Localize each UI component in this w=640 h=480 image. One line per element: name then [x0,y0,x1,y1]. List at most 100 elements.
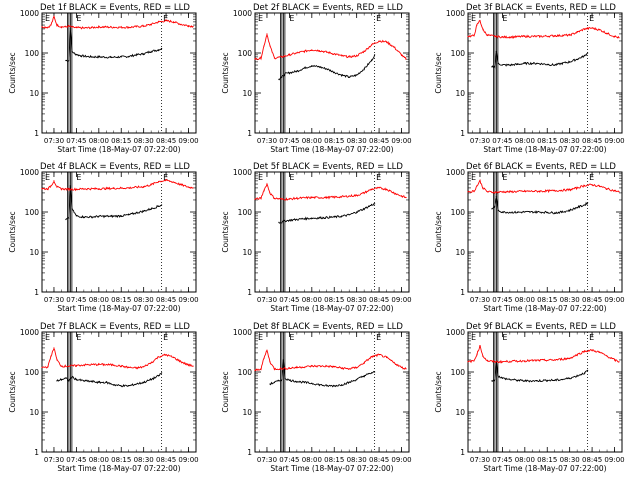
events-data-point [587,202,589,204]
marker-e-mid: E [76,173,81,182]
lld-data-point [598,351,601,353]
chart-title: Det 3f BLACK = Events, RED = LLD [466,3,616,13]
lld-data-point [501,36,503,38]
interval-box [496,331,499,453]
lld-data-point [326,365,328,367]
lld-data-point [467,35,469,38]
events-data-point [68,217,70,219]
lld-data-point [60,365,63,367]
events-series-line [65,185,162,220]
x-tick-label: 08:15 [111,137,131,145]
events-data-point [318,66,320,68]
lld-data-point [254,369,256,371]
lld-data-point [613,190,616,192]
events-data-point [363,68,365,70]
lld-data-point [482,355,484,357]
events-data-point [288,379,290,381]
lld-data-point [113,364,115,366]
marker-e-left: E [45,14,50,23]
x-tick-label: 09:00 [178,296,198,304]
lld-data-point [143,366,145,368]
lld-data-point [591,184,593,186]
events-data-point [311,217,313,219]
events-data-point [494,205,496,207]
lld-data-point [60,26,63,28]
lld-data-point [128,187,130,189]
lld-data-point [296,366,298,369]
events-data-point [495,50,498,52]
lld-data-point [53,347,55,349]
events-data-point [546,379,548,381]
lld-data-point [180,23,182,25]
chart-title: Det 5f BLACK = Events, RED = LLD [253,162,403,172]
lld-data-point [172,181,175,183]
marker-e-right: E [589,173,594,182]
marker-e-left: E [45,173,50,182]
x-tick-label: 09:00 [391,296,411,304]
interval-box [496,12,499,134]
y-axis-label: Counts/sec [434,211,443,252]
x-tick-label: 09:00 [391,137,411,145]
lld-data-point [501,191,503,193]
interval-box [70,12,73,134]
events-data-point [284,73,286,75]
lld-data-point [618,37,620,39]
events-data-point [128,55,130,58]
lld-data-point [318,49,320,52]
lld-data-point [476,353,478,355]
events-data-point [281,378,283,381]
x-tick-label: 07:30 [470,137,490,145]
y-tick-label: 1000 [233,168,252,177]
lld-data-point [606,188,608,190]
lld-data-point [473,190,475,192]
lld-data-point [341,55,343,57]
lld-data-point [569,189,571,191]
events-series-line [278,54,376,81]
lld-data-point [476,185,478,187]
chart-title: Det 2f BLACK = Events, RED = LLD [253,3,403,13]
lld-data-point [75,27,77,29]
lld-data-point [254,58,256,60]
lld-data-point [618,361,620,363]
x-tick-label: 09:00 [178,456,198,464]
events-data-point [576,58,578,60]
plot-frame [254,12,410,134]
events-data-point [150,378,152,381]
lld-data-point [554,359,556,361]
x-tick-label: 08:15 [537,296,557,304]
x-tick-label: 08:00 [89,137,109,145]
marker-e-left: E [471,173,476,182]
plot-frame [467,331,623,453]
events-data-point [80,55,82,57]
x-tick-label: 07:45 [66,456,86,464]
x-tick-label: 07:30 [470,456,490,464]
events-data-point [65,377,67,379]
lld-data-point [371,356,373,358]
events-data-point [569,209,571,211]
lld-data-point [71,26,73,28]
lld-data-point [120,365,122,367]
x-tick-label: 08:45 [369,296,389,304]
events-data-point [150,50,152,52]
y-tick-label: 1000 [233,9,252,18]
events-data-point [497,62,499,64]
interval-box [67,171,70,293]
events-data-point [311,65,313,67]
plot-frame [254,171,410,293]
events-data-point [546,63,548,65]
lld-data-point [479,180,481,182]
lld-data-point [371,188,373,190]
chart-panel: Det 1f BLACK = Events, RED = LLD 1 10 100 10… [8,3,199,154]
x-axis-label: Start Time (18-May-07 07:22:00) [57,464,180,473]
x-tick-label: 08:30 [134,296,154,304]
y-tick-label: 1000 [20,9,39,18]
lld-data-point [158,356,160,358]
lld-data-point [135,367,137,369]
x-tick-label: 09:00 [604,456,624,464]
lld-series-line [254,33,407,61]
lld-data-point [260,368,262,370]
events-data-point [105,381,107,383]
lld-data-point [539,359,541,361]
y-tick-label: 100 [238,49,253,58]
events-data-point [303,218,305,220]
